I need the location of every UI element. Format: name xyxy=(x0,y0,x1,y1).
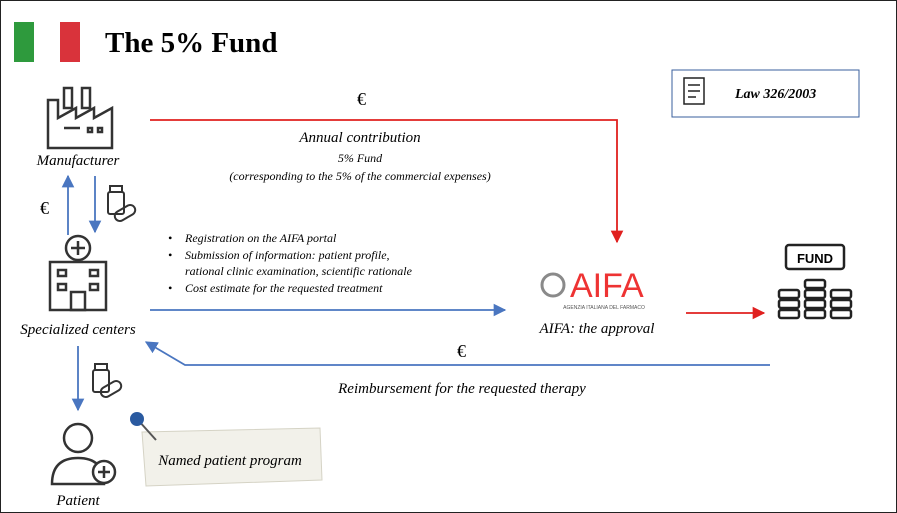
step: Cost estimate for the requested treatmen… xyxy=(185,281,383,295)
euro: € xyxy=(40,198,49,218)
aifa-subtitle: AGENZIA ITALIANA DEL FARMACO xyxy=(563,305,645,311)
contribution-title: Annual contribution xyxy=(298,130,420,146)
aifa-logo: AIFA xyxy=(570,267,644,305)
step: rational clinic examination, scientific … xyxy=(185,264,413,278)
bullet: • xyxy=(168,231,172,245)
title: The 5% Fund xyxy=(105,27,277,59)
patient-label: Patient xyxy=(55,493,100,509)
pin-head xyxy=(130,412,144,426)
euro: € xyxy=(357,89,366,109)
bullet: • xyxy=(168,248,172,262)
manufacturer-label: Manufacturer xyxy=(36,153,120,169)
contribution-line: (corresponding to the 5% of the commerci… xyxy=(229,169,490,183)
contribution-line: 5% Fund xyxy=(338,151,383,165)
slide: The 5% Fund Law 326/2003 Manufacturer € … xyxy=(0,0,897,513)
reimbursement: Reimbursement for the requested therapy xyxy=(337,381,586,397)
step: Registration on the AIFA portal xyxy=(184,231,337,245)
bullet: • xyxy=(168,281,172,295)
fund-label: FUND xyxy=(797,251,833,266)
centers-label: Specialized centers xyxy=(20,322,136,338)
step: Submission of information: patient profi… xyxy=(185,248,390,262)
aifa-label: AIFA: the approval xyxy=(539,321,655,337)
law: Law 326/2003 xyxy=(734,87,816,102)
euro: € xyxy=(457,341,466,361)
note: Named patient program xyxy=(157,453,302,469)
